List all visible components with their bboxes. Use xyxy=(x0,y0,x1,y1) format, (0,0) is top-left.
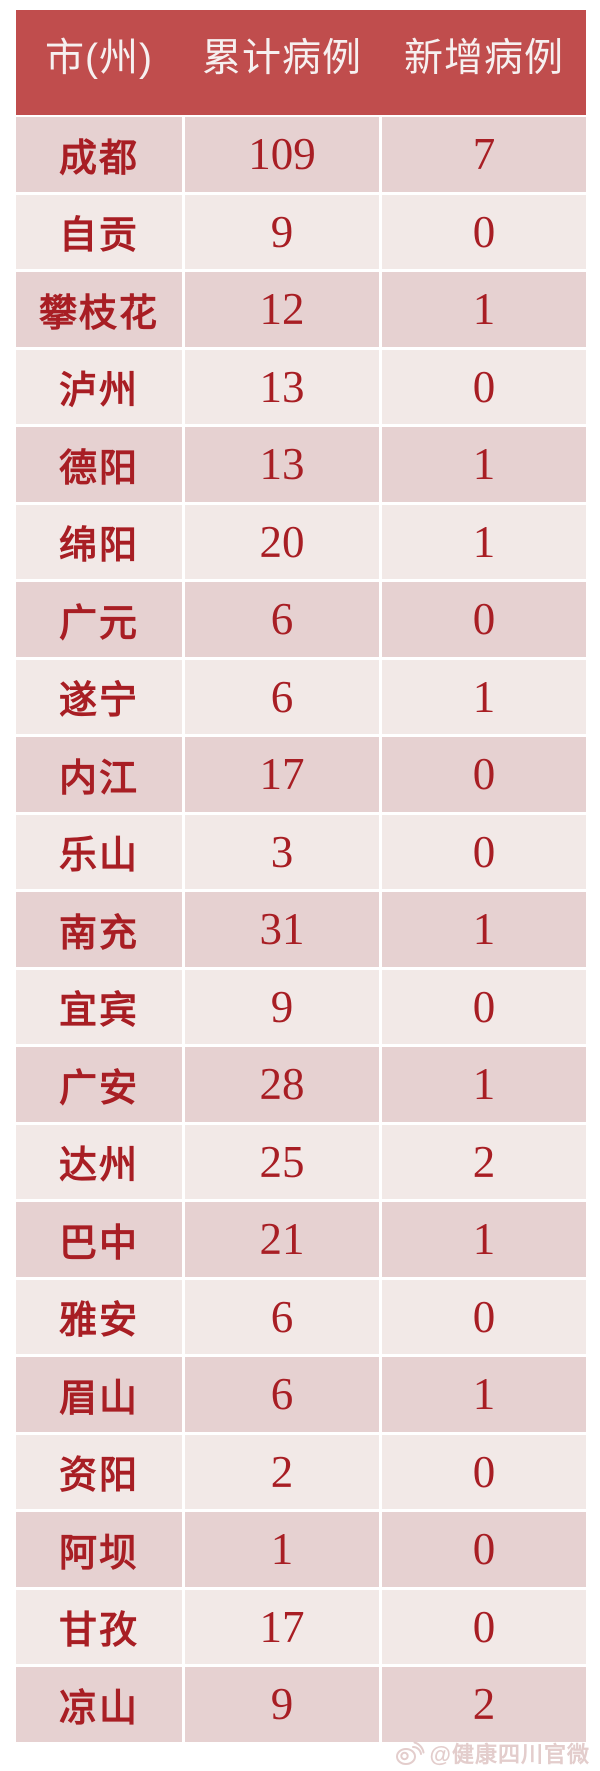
city-cell: 凉山 xyxy=(16,1667,182,1742)
cumulative-cases-cell: 21 xyxy=(185,1202,379,1277)
new-cases-cell: 1 xyxy=(382,504,586,579)
cumulative-cases-cell: 1 xyxy=(185,1512,379,1587)
table-row: 成都 109 7 xyxy=(16,117,586,192)
table-row: 宜宾 9 0 xyxy=(16,969,586,1044)
table-row: 南充 31 1 xyxy=(16,892,586,967)
cumulative-cases-cell: 9 xyxy=(185,1667,379,1742)
cumulative-cases-cell: 31 xyxy=(185,892,379,967)
city-cell: 达州 xyxy=(16,1124,182,1199)
header-cell-new-cases: 新增病例 xyxy=(403,36,564,80)
table-row: 达州 25 2 xyxy=(16,1124,586,1199)
covid-cases-table: 市(州) 累计病例 新增病例 成都 109 7 自贡 9 0 攀枝花 12 1 … xyxy=(16,10,586,1742)
table-row: 阿坝 1 0 xyxy=(16,1512,586,1587)
city-cell: 绵阳 xyxy=(16,504,182,579)
city-cell: 广安 xyxy=(16,1047,182,1122)
city-cell: 攀枝花 xyxy=(16,272,182,347)
weibo-icon xyxy=(395,1740,425,1766)
city-cell: 巴中 xyxy=(16,1202,182,1277)
new-cases-cell: 0 xyxy=(382,814,586,889)
cumulative-cases-cell: 20 xyxy=(185,504,379,579)
new-cases-cell: 1 xyxy=(382,427,586,502)
city-cell: 南充 xyxy=(16,892,182,967)
city-cell: 阿坝 xyxy=(16,1512,182,1587)
header-cell-city: 市(州) xyxy=(45,36,153,80)
new-cases-cell: 0 xyxy=(382,194,586,269)
table-row: 遂宁 6 1 xyxy=(16,659,586,734)
table-row: 德阳 13 1 xyxy=(16,427,586,502)
table-row: 内江 17 0 xyxy=(16,737,586,812)
table-row: 自贡 9 0 xyxy=(16,194,586,269)
cumulative-cases-cell: 6 xyxy=(185,1357,379,1432)
cumulative-cases-cell: 12 xyxy=(185,272,379,347)
table-row: 泸州 13 0 xyxy=(16,349,586,424)
watermark: @健康四川官微 xyxy=(395,1737,590,1769)
table-row: 巴中 21 1 xyxy=(16,1202,586,1277)
city-cell: 眉山 xyxy=(16,1357,182,1432)
table-row: 雅安 6 0 xyxy=(16,1279,586,1354)
city-cell: 泸州 xyxy=(16,349,182,424)
city-cell: 资阳 xyxy=(16,1434,182,1509)
city-cell: 广元 xyxy=(16,582,182,657)
cumulative-cases-cell: 109 xyxy=(185,117,379,192)
new-cases-cell: 7 xyxy=(382,117,586,192)
new-cases-cell: 2 xyxy=(382,1124,586,1199)
new-cases-cell: 0 xyxy=(382,1279,586,1354)
city-cell: 自贡 xyxy=(16,194,182,269)
new-cases-cell: 0 xyxy=(382,1589,586,1664)
city-cell: 乐山 xyxy=(16,814,182,889)
table-row: 眉山 6 1 xyxy=(16,1357,586,1432)
new-cases-cell: 1 xyxy=(382,272,586,347)
new-cases-cell: 0 xyxy=(382,582,586,657)
table-row: 乐山 3 0 xyxy=(16,814,586,889)
table-row: 广元 6 0 xyxy=(16,582,586,657)
table-header-row: 市(州) 累计病例 新增病例 xyxy=(16,10,586,115)
cumulative-cases-cell: 9 xyxy=(185,969,379,1044)
new-cases-cell: 0 xyxy=(382,969,586,1044)
new-cases-cell: 0 xyxy=(382,1434,586,1509)
city-cell: 遂宁 xyxy=(16,659,182,734)
table-row: 广安 28 1 xyxy=(16,1047,586,1122)
new-cases-cell: 0 xyxy=(382,1512,586,1587)
new-cases-cell: 1 xyxy=(382,1357,586,1432)
watermark-text: @健康四川官微 xyxy=(429,1742,590,1767)
city-cell: 成都 xyxy=(16,117,182,192)
table-row: 资阳 2 0 xyxy=(16,1434,586,1509)
new-cases-cell: 0 xyxy=(382,349,586,424)
table-row: 攀枝花 12 1 xyxy=(16,272,586,347)
cumulative-cases-cell: 9 xyxy=(185,194,379,269)
city-cell: 内江 xyxy=(16,737,182,812)
new-cases-cell: 1 xyxy=(382,659,586,734)
cumulative-cases-cell: 2 xyxy=(185,1434,379,1509)
city-cell: 甘孜 xyxy=(16,1589,182,1664)
cumulative-cases-cell: 28 xyxy=(185,1047,379,1122)
city-cell: 德阳 xyxy=(16,427,182,502)
header-cell-cumulative-cases: 累计病例 xyxy=(201,36,362,80)
table-row: 绵阳 20 1 xyxy=(16,504,586,579)
table-row: 凉山 9 2 xyxy=(16,1667,586,1742)
cumulative-cases-cell: 13 xyxy=(185,427,379,502)
table-row: 甘孜 17 0 xyxy=(16,1589,586,1664)
cumulative-cases-cell: 13 xyxy=(185,349,379,424)
cumulative-cases-cell: 6 xyxy=(185,582,379,657)
cumulative-cases-cell: 17 xyxy=(185,1589,379,1664)
cumulative-cases-cell: 6 xyxy=(185,659,379,734)
new-cases-cell: 1 xyxy=(382,1202,586,1277)
new-cases-cell: 2 xyxy=(382,1667,586,1742)
city-cell: 雅安 xyxy=(16,1279,182,1354)
cumulative-cases-cell: 6 xyxy=(185,1279,379,1354)
cumulative-cases-cell: 25 xyxy=(185,1124,379,1199)
cumulative-cases-cell: 3 xyxy=(185,814,379,889)
new-cases-cell: 1 xyxy=(382,892,586,967)
new-cases-cell: 1 xyxy=(382,1047,586,1122)
cumulative-cases-cell: 17 xyxy=(185,737,379,812)
city-cell: 宜宾 xyxy=(16,969,182,1044)
new-cases-cell: 0 xyxy=(382,737,586,812)
